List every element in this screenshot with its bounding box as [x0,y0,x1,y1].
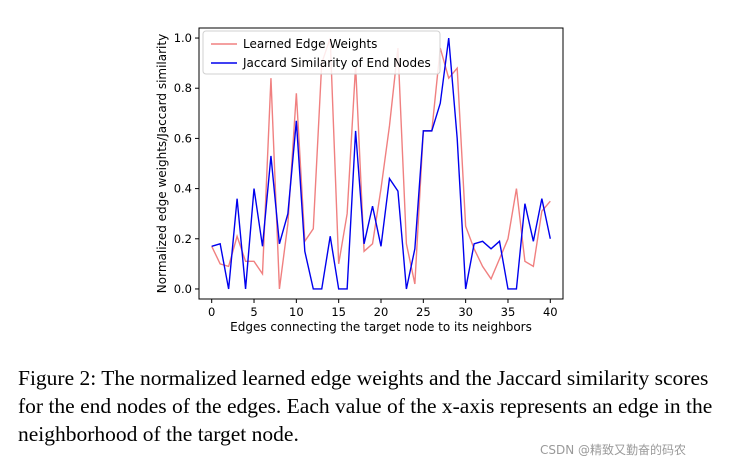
x-tick-label: 5 [250,305,257,319]
x-tick-label: 0 [208,305,215,319]
x-tick-label: 25 [416,305,431,319]
legend-label-learned-edge-weights: Learned Edge Weights [243,37,377,51]
y-tick-label: 0.2 [174,232,192,246]
series-line-learned-edge-weights [211,37,551,290]
x-tick-label: 20 [374,305,389,319]
y-tick-label: 0.8 [174,81,192,95]
x-tick-label: 10 [289,305,304,319]
y-tick-label: 1.0 [174,31,192,45]
legend-label-jaccard-similarity: Jaccard Similarity of End Nodes [242,56,431,70]
x-tick-label: 35 [501,305,516,319]
y-tick-label: 0.0 [174,282,192,296]
watermark: CSDN @精致又勤奋的码农 [540,443,687,457]
figure-caption: Figure 2: The normalized learned edge we… [18,366,713,446]
legend-box [202,30,441,75]
y-axis-label: Normalized edge weights/Jaccard similari… [155,34,169,293]
line-chart: 0 5 10 15 20 25 30 35 40 0.0 0.2 0.4 0.6 0.8 1.0 Edges … [155,27,564,334]
y-tick-label: 0.6 [174,131,192,145]
x-tick-label: 30 [458,305,473,319]
y-tick-label: 0.4 [174,182,192,196]
x-axis-label: Edges connecting the target node to its … [230,320,532,334]
series-line-jaccard-similarity [211,37,551,290]
x-tick-label: 40 [543,305,558,319]
x-tick-label: 15 [331,305,346,319]
